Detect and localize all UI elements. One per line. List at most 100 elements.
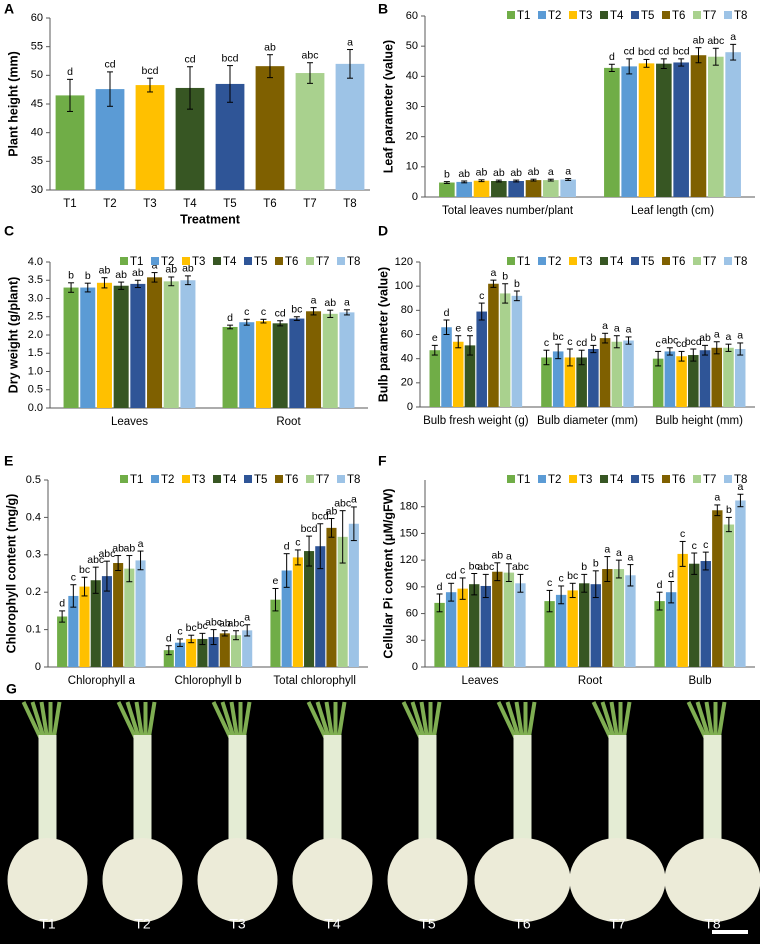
legend-swatch	[693, 257, 701, 265]
y-tick-label: 40	[401, 353, 413, 365]
bar	[688, 355, 699, 407]
significance-letter: b	[593, 558, 599, 570]
significance-letter: a	[726, 331, 732, 343]
legend-label: T1	[517, 474, 530, 486]
y-axis-label: Plant height (mm)	[6, 51, 20, 157]
significance-letter: bc	[567, 570, 578, 582]
y-tick-label: 3.0	[28, 292, 43, 304]
significance-letter: ab	[493, 167, 505, 179]
bar	[293, 557, 303, 667]
legend-label: T4	[223, 474, 237, 486]
bar	[712, 510, 722, 667]
bar	[500, 293, 511, 407]
panel-label: D	[378, 223, 388, 239]
onion-bulb	[475, 838, 571, 922]
x-tick-label: Total leaves number/plant	[442, 205, 574, 217]
bar	[526, 180, 542, 197]
legend-label: T6	[672, 10, 685, 22]
onion-neck	[324, 735, 342, 845]
significance-letter: ab	[115, 269, 127, 281]
significance-letter: a	[730, 31, 736, 43]
significance-letter: abc	[707, 35, 724, 47]
bar	[491, 181, 507, 197]
y-tick-label: 0.0	[28, 402, 43, 414]
significance-letter: ab	[99, 264, 111, 276]
bar	[602, 569, 612, 667]
significance-letter: c	[680, 528, 685, 540]
panel-label: C	[4, 223, 14, 239]
legend-label: T4	[610, 10, 624, 22]
onion-neck	[514, 735, 532, 845]
significance-letter: e	[467, 322, 473, 334]
x-tick-label: Leaves	[461, 675, 498, 687]
significance-letter: ab	[458, 168, 470, 180]
legend-swatch	[337, 257, 345, 265]
bar	[560, 180, 576, 197]
y-tick-label: 1.5	[28, 347, 43, 359]
significance-letter: d	[444, 307, 450, 319]
legend-label: T7	[703, 10, 716, 22]
legend-swatch	[569, 257, 577, 265]
bar	[666, 592, 676, 667]
legend-label: T3	[579, 10, 592, 22]
significance-letter: ab	[123, 542, 135, 554]
bar	[492, 572, 502, 667]
photo-label: T1	[39, 916, 56, 932]
bar	[453, 342, 464, 407]
legend-label: T2	[548, 474, 561, 486]
bar	[567, 590, 577, 667]
y-tick-label: 35	[31, 155, 43, 167]
bar	[579, 583, 589, 667]
x-tick-label: T1	[63, 198, 76, 210]
significance-letter: abc	[334, 497, 351, 509]
y-tick-label: 0.2	[26, 586, 41, 598]
legend-label: T7	[703, 256, 716, 268]
significance-letter: ab	[699, 332, 711, 344]
photo-label: T5	[419, 916, 436, 932]
legend-label: T5	[254, 474, 267, 486]
x-tick-label: Bulb	[688, 675, 711, 687]
bar	[723, 348, 734, 407]
legend-swatch	[662, 475, 670, 483]
y-tick-label: 60	[406, 10, 418, 22]
significance-letter: e	[432, 332, 438, 344]
significance-letter: bcd	[638, 46, 655, 58]
x-tick-label: T3	[143, 198, 156, 210]
legend-swatch	[569, 11, 577, 19]
bar	[676, 356, 687, 407]
x-tick-label: T2	[103, 198, 116, 210]
x-tick-label: T7	[303, 198, 316, 210]
legend-swatch	[151, 257, 159, 265]
significance-letter: bc	[291, 304, 302, 316]
significance-letter: c	[244, 306, 249, 318]
significance-letter: a	[602, 320, 608, 332]
x-tick-label: T4	[183, 198, 197, 210]
significance-letter: ab	[693, 34, 705, 46]
y-tick-label: 120	[400, 554, 418, 566]
significance-letter: d	[59, 598, 65, 610]
bar	[256, 66, 285, 190]
y-tick-label: 2.0	[28, 329, 43, 341]
bar	[677, 554, 687, 667]
significance-letter: a	[626, 324, 632, 336]
onion-bulb	[388, 838, 468, 922]
legend-label: T3	[192, 256, 205, 268]
significance-letter: c	[692, 540, 697, 552]
bar	[639, 63, 655, 197]
legend-swatch	[337, 475, 345, 483]
legend-swatch	[120, 257, 128, 265]
y-tick-label: 0.5	[26, 474, 41, 486]
significance-letter: a	[138, 538, 144, 550]
significance-letter: ab	[510, 167, 522, 179]
bar	[457, 589, 467, 667]
bar	[220, 633, 230, 667]
legend-swatch	[693, 11, 701, 19]
panel-label: B	[378, 1, 388, 17]
legend-swatch	[662, 11, 670, 19]
legend-swatch	[538, 11, 546, 19]
onion-neck	[39, 735, 57, 845]
significance-letter: a	[614, 322, 620, 334]
legend-swatch	[538, 475, 546, 483]
significance-letter: c	[559, 573, 564, 585]
bar	[725, 52, 741, 197]
